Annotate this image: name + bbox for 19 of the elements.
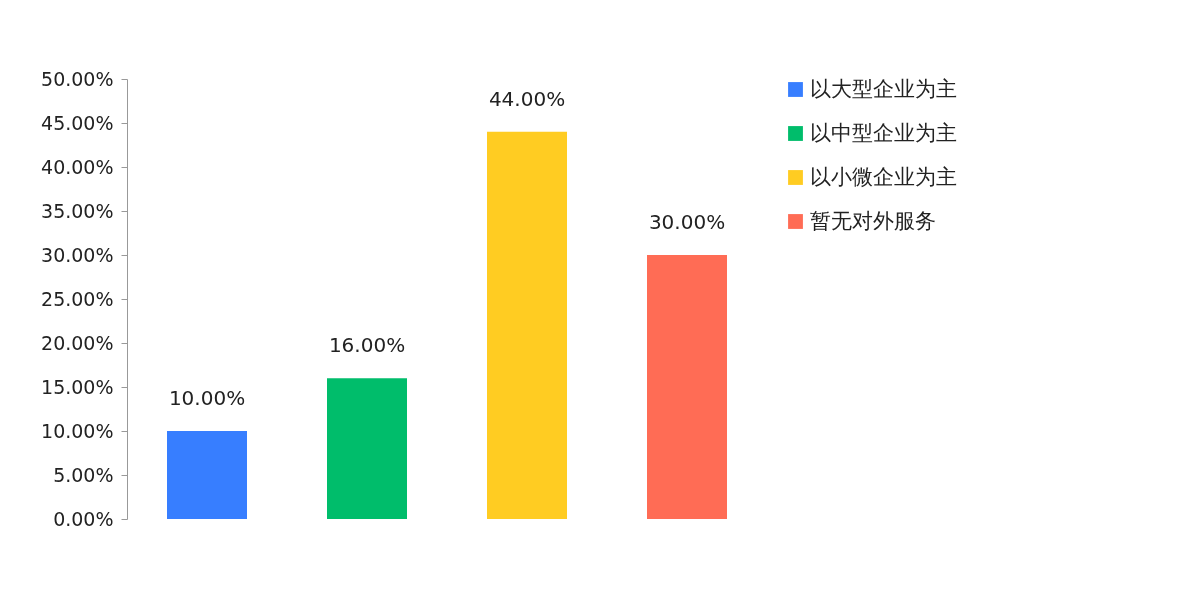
y-tick-label: 50.00% (41, 67, 114, 90)
y-tick-label: 0.00% (53, 507, 114, 530)
legend-label: 暂无对外服务 (810, 208, 936, 233)
y-tick-label: 10.00% (41, 419, 114, 442)
y-tick-label: 15.00% (41, 375, 114, 398)
y-tick-label: 40.00% (41, 155, 114, 178)
legend-label: 以大型企业为主 (810, 76, 957, 101)
y-tick-label: 20.00% (41, 331, 114, 354)
data-label: 30.00% (648, 210, 726, 234)
data-label: 44.00% (488, 86, 566, 111)
legend-label: 以中型企业为主 (810, 120, 957, 145)
y-tick-label: 25.00% (41, 287, 114, 310)
y-tick-label: 30.00% (41, 243, 114, 266)
data-label: 10.00% (168, 386, 246, 410)
y-tick-label: 5.00% (53, 463, 114, 486)
y-tick-label: 45.00% (41, 111, 114, 134)
data-label: 16.00% (328, 333, 406, 358)
legend-label: 以小微企业为主 (810, 164, 957, 189)
y-tick-label: 35.00% (41, 199, 114, 222)
